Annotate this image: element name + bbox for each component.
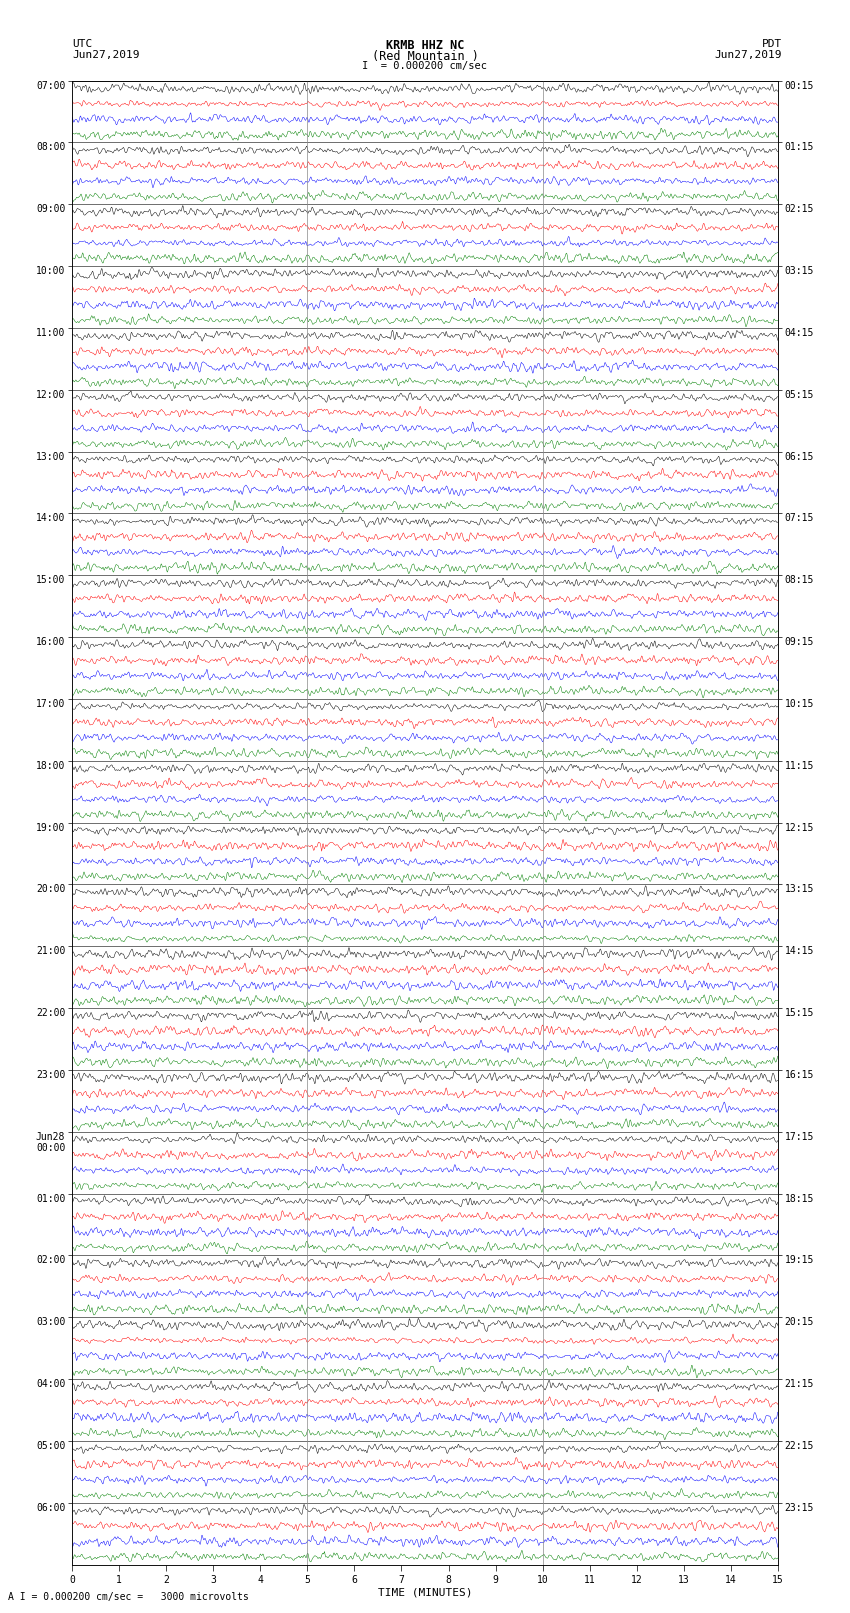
Text: UTC: UTC — [72, 39, 93, 48]
Text: Jun27,2019: Jun27,2019 — [72, 50, 139, 60]
Text: I  = 0.000200 cm/sec: I = 0.000200 cm/sec — [362, 61, 488, 71]
X-axis label: TIME (MINUTES): TIME (MINUTES) — [377, 1587, 473, 1598]
Text: KRMB HHZ NC: KRMB HHZ NC — [386, 39, 464, 52]
Text: Jun27,2019: Jun27,2019 — [715, 50, 782, 60]
Text: (Red Mountain ): (Red Mountain ) — [371, 50, 479, 63]
Text: PDT: PDT — [762, 39, 782, 48]
Text: A I = 0.000200 cm/sec =   3000 microvolts: A I = 0.000200 cm/sec = 3000 microvolts — [8, 1592, 249, 1602]
